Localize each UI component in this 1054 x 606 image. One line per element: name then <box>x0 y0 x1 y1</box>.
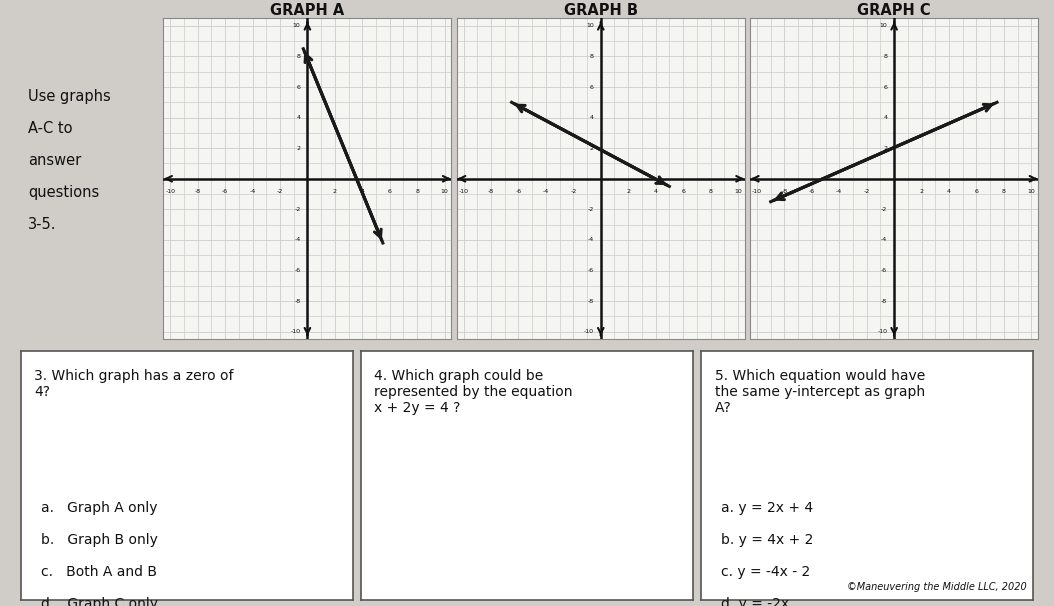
Text: -8: -8 <box>881 299 887 304</box>
Text: a. y = 2x + 4: a. y = 2x + 4 <box>721 501 814 514</box>
Text: -2: -2 <box>570 190 577 195</box>
Text: c. y = -4x - 2: c. y = -4x - 2 <box>721 565 811 579</box>
Text: 3. Which graph has a zero of
4?: 3. Which graph has a zero of 4? <box>35 369 234 399</box>
Text: -4: -4 <box>543 190 549 195</box>
Text: 4. Which graph could be
represented by the equation
x + 2y = 4 ?: 4. Which graph could be represented by t… <box>374 369 573 415</box>
Text: 10: 10 <box>879 23 887 28</box>
Text: 2: 2 <box>296 145 300 151</box>
Text: 4: 4 <box>360 190 365 195</box>
Text: 5. Which equation would have
the same y-intercept as graph
A?: 5. Which equation would have the same y-… <box>715 369 924 415</box>
Text: b. y = 4x + 2: b. y = 4x + 2 <box>721 533 814 547</box>
Text: -4: -4 <box>294 238 300 242</box>
Text: 4: 4 <box>590 115 593 120</box>
Text: -2: -2 <box>277 190 284 195</box>
Text: -6: -6 <box>515 190 522 195</box>
Text: -10: -10 <box>291 329 300 335</box>
Text: Use graphs: Use graphs <box>28 89 111 104</box>
Text: 2: 2 <box>333 190 337 195</box>
Text: 4: 4 <box>653 190 658 195</box>
Text: -2: -2 <box>294 207 300 212</box>
Text: -4: -4 <box>881 238 887 242</box>
Title: GRAPH A: GRAPH A <box>270 3 345 18</box>
Text: d.   Graph C only: d. Graph C only <box>41 598 158 606</box>
Text: -2: -2 <box>863 190 870 195</box>
Text: d. y = -2x: d. y = -2x <box>721 598 789 606</box>
Text: 10: 10 <box>734 190 742 195</box>
Text: 6: 6 <box>883 84 887 90</box>
Text: -10: -10 <box>752 190 762 195</box>
Text: -8: -8 <box>294 299 300 304</box>
Text: 10: 10 <box>1028 190 1035 195</box>
Text: 6: 6 <box>590 84 593 90</box>
Text: -8: -8 <box>195 190 200 195</box>
Text: a.   Graph A only: a. Graph A only <box>41 501 157 514</box>
Text: -6: -6 <box>294 268 300 273</box>
Title: GRAPH B: GRAPH B <box>564 3 638 18</box>
Text: 6: 6 <box>296 84 300 90</box>
Text: -4: -4 <box>588 238 593 242</box>
Text: 6: 6 <box>388 190 392 195</box>
Text: 4: 4 <box>883 115 887 120</box>
Text: -6: -6 <box>222 190 228 195</box>
Text: -2: -2 <box>588 207 593 212</box>
Text: 2: 2 <box>626 190 630 195</box>
Text: -6: -6 <box>881 268 887 273</box>
Text: 8: 8 <box>883 54 887 59</box>
Text: 8: 8 <box>708 190 713 195</box>
Title: GRAPH C: GRAPH C <box>857 3 931 18</box>
Text: -2: -2 <box>881 207 887 212</box>
Text: 3-5.: 3-5. <box>28 218 57 232</box>
Text: 10: 10 <box>586 23 593 28</box>
Text: -8: -8 <box>588 299 593 304</box>
Text: 4: 4 <box>946 190 951 195</box>
Text: -10: -10 <box>165 190 175 195</box>
Text: 10: 10 <box>441 190 449 195</box>
Text: -10: -10 <box>458 190 469 195</box>
Text: 8: 8 <box>296 54 300 59</box>
Text: -10: -10 <box>584 329 593 335</box>
Text: -8: -8 <box>781 190 787 195</box>
Text: 8: 8 <box>415 190 419 195</box>
Text: -6: -6 <box>808 190 815 195</box>
Text: 4: 4 <box>296 115 300 120</box>
Text: -4: -4 <box>250 190 256 195</box>
Text: 2: 2 <box>919 190 923 195</box>
Text: 6: 6 <box>681 190 685 195</box>
Text: questions: questions <box>28 185 99 200</box>
Text: 8: 8 <box>1002 190 1006 195</box>
Text: 6: 6 <box>975 190 978 195</box>
Text: 8: 8 <box>590 54 593 59</box>
Text: 10: 10 <box>293 23 300 28</box>
Text: c.   Both A and B: c. Both A and B <box>41 565 157 579</box>
Text: A-C to: A-C to <box>28 121 73 136</box>
Text: ©Maneuvering the Middle LLC, 2020: ©Maneuvering the Middle LLC, 2020 <box>846 582 1027 593</box>
Text: -8: -8 <box>488 190 494 195</box>
Text: 2: 2 <box>883 145 887 151</box>
Text: -4: -4 <box>836 190 842 195</box>
Text: answer: answer <box>28 153 81 168</box>
Text: -6: -6 <box>588 268 593 273</box>
Text: 2: 2 <box>590 145 593 151</box>
Text: -10: -10 <box>877 329 887 335</box>
Text: b.   Graph B only: b. Graph B only <box>41 533 158 547</box>
